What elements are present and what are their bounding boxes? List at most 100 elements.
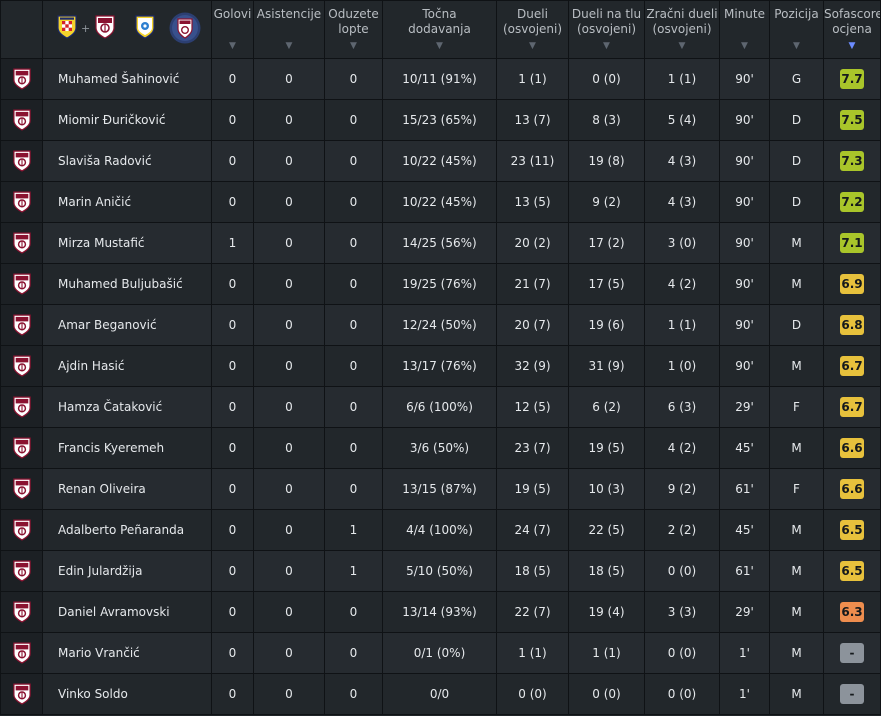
header-tackles[interactable]: Oduzete lopte ▼ — [324, 0, 383, 59]
table-row[interactable]: Renan Oliveira 0 0 0 13/15 (87%) 19 (5) 10 (3)… — [0, 468, 881, 510]
stat-aerial: 2 (2) — [644, 509, 720, 551]
stat-assists: 0 — [253, 591, 325, 633]
table-row[interactable]: Hamza Čataković 0 0 0 6/6 (100%) 12 (5) 6 (2) 6… — [0, 386, 881, 428]
table-row[interactable]: Mario Vrančić 0 0 0 0/1 (0%) 1 (1) 1 (1) 0 (0) 1… — [0, 632, 881, 674]
player-name[interactable]: Miomir Đuričković — [42, 99, 212, 141]
fk-sarajevo-crest-icon — [12, 601, 31, 623]
fk-sarajevo-crest-icon[interactable] — [95, 15, 115, 39]
player-name[interactable]: Daniel Avramovski — [42, 591, 212, 633]
sort-arrow-active-icon[interactable]: ▼ — [848, 41, 856, 51]
rating-cell: 7.1 — [823, 222, 881, 264]
stat-duels: 32 (9) — [496, 345, 569, 387]
stat-assists: 0 — [253, 386, 325, 428]
player-name[interactable]: Ajdin Hasić — [42, 345, 212, 387]
table-row[interactable]: Amar Beganović 0 0 0 12/24 (50%) 20 (7) 19 (6)… — [0, 304, 881, 346]
player-name[interactable]: Marin Aničić — [42, 181, 212, 223]
table-row[interactable]: Marin Aničić 0 0 0 10/22 (45%) 13 (5) 9 (2) 4 (… — [0, 181, 881, 223]
header-aerial-duels[interactable]: Zračni dueli (osvojeni) ▼ — [644, 0, 720, 59]
team-crest-cell — [0, 632, 43, 674]
stat-ground: 31 (9) — [568, 345, 645, 387]
header-icon-cell — [0, 0, 43, 59]
stat-tackles: 0 — [324, 181, 383, 223]
header-position[interactable]: Pozicija ▼ — [769, 0, 824, 59]
stat-assists: 0 — [253, 140, 325, 182]
table-row[interactable]: Mirza Mustafić 1 0 0 14/25 (56%) 20 (2) 17 (2)… — [0, 222, 881, 264]
stat-aerial: 4 (3) — [644, 140, 720, 182]
table-row[interactable]: Slaviša Radović 0 0 0 10/22 (45%) 23 (11) 19 (… — [0, 140, 881, 182]
table-row[interactable]: Ajdin Hasić 0 0 0 13/17 (76%) 32 (9) 31 (9) 1 (… — [0, 345, 881, 387]
stat-goals: 0 — [211, 632, 254, 674]
sort-arrow-icon[interactable]: ▼ — [436, 41, 443, 51]
player-name[interactable]: Slaviša Radović — [42, 140, 212, 182]
stat-duels: 20 (7) — [496, 304, 569, 346]
stat-position: F — [769, 468, 824, 510]
header-passes[interactable]: Točna dodavanja ▼ — [382, 0, 497, 59]
table-row[interactable]: Daniel Avramovski 0 0 0 13/14 (93%) 22 (7) 19 … — [0, 591, 881, 633]
player-name[interactable]: Vinko Soldo — [42, 673, 212, 715]
plus-sign: + — [81, 22, 91, 35]
stat-minutes: 29' — [719, 386, 770, 428]
stat-aerial: 1 (1) — [644, 58, 720, 100]
sort-arrow-icon[interactable]: ▼ — [603, 41, 610, 51]
table-row[interactable]: Edin Julardžija 0 0 1 5/10 (50%) 18 (5) 18 (5)… — [0, 550, 881, 592]
rating-badge: 6.8 — [840, 315, 864, 335]
header-duels[interactable]: Dueli (osvojeni) ▼ — [496, 0, 569, 59]
table-row[interactable]: Adalberto Peñaranda 0 0 1 4/4 (100%) 24 (7) 22… — [0, 509, 881, 551]
stat-goals: 0 — [211, 99, 254, 141]
hnk-shield-icon[interactable] — [57, 15, 77, 39]
header-minutes[interactable]: Minute ▼ — [719, 0, 770, 59]
header-rating-label: Sofascore ocjena — [824, 7, 881, 36]
header-duels-label: Dueli (osvojeni) — [502, 7, 563, 36]
table-row[interactable]: Muhamed Buljubašić 0 0 0 19/25 (76%) 21 (7) 17… — [0, 263, 881, 305]
player-name[interactable]: Francis Kyeremeh — [42, 427, 212, 469]
sort-arrow-icon[interactable]: ▼ — [229, 41, 236, 51]
player-name[interactable]: Mario Vrančić — [42, 632, 212, 674]
sort-arrow-icon[interactable]: ▼ — [350, 41, 357, 51]
sort-arrow-icon[interactable]: ▼ — [793, 41, 800, 51]
stat-assists: 0 — [253, 58, 325, 100]
stat-duels: 20 (2) — [496, 222, 569, 264]
team-selector[interactable]: + — [42, 0, 212, 59]
player-name[interactable]: Muhamed Šahinović — [42, 58, 212, 100]
rating-badge: 7.1 — [840, 233, 864, 253]
header-ground-duels[interactable]: Dueli na tlu (osvojeni) ▼ — [568, 0, 645, 59]
team-crest-cell — [0, 427, 43, 469]
header-assists-label: Asistencije — [256, 7, 322, 21]
header-assists[interactable]: Asistencije ▼ — [253, 0, 325, 59]
fk-sarajevo-crest-icon — [12, 314, 31, 336]
stat-passes: 19/25 (76%) — [382, 263, 497, 305]
sort-arrow-icon[interactable]: ▼ — [529, 41, 536, 51]
player-name[interactable]: Muhamed Buljubašić — [42, 263, 212, 305]
rating-cell: 6.3 — [823, 591, 881, 633]
stat-tackles: 0 — [324, 99, 383, 141]
player-name[interactable]: Mirza Mustafić — [42, 222, 212, 264]
header-rating[interactable]: Sofascore ocjena ▼ — [823, 0, 881, 59]
stat-tackles: 0 — [324, 427, 383, 469]
header-aerial-duels-label: Zračni dueli (osvojeni) — [646, 7, 718, 36]
sort-arrow-icon[interactable]: ▼ — [678, 41, 686, 51]
stat-passes: 12/24 (50%) — [382, 304, 497, 346]
table-row[interactable]: Miomir Đuričković 0 0 0 15/23 (65%) 13 (7) 8 (… — [0, 99, 881, 141]
stat-goals: 0 — [211, 345, 254, 387]
player-name[interactable]: Edin Julardžija — [42, 550, 212, 592]
sort-arrow-icon[interactable]: ▼ — [285, 41, 293, 51]
table-row[interactable]: Muhamed Šahinović 0 0 0 10/11 (91%) 1 (1) 0 (0… — [0, 58, 881, 100]
stat-minutes: 90' — [719, 263, 770, 305]
rating-cell: - — [823, 673, 881, 715]
table-row[interactable]: Francis Kyeremeh 0 0 0 3/6 (50%) 23 (7) 19 (5)… — [0, 427, 881, 469]
stat-assists: 0 — [253, 509, 325, 551]
stat-minutes: 90' — [719, 181, 770, 223]
player-name[interactable]: Amar Beganović — [42, 304, 212, 346]
fk-sarajevo-crest-icon[interactable] — [169, 12, 201, 44]
stat-position: G — [769, 58, 824, 100]
player-name[interactable]: Hamza Čataković — [42, 386, 212, 428]
stat-tackles: 0 — [324, 632, 383, 674]
header-goals[interactable]: Golovi ▼ — [211, 0, 254, 59]
sort-arrow-icon[interactable]: ▼ — [741, 41, 748, 51]
table-row[interactable]: Vinko Soldo 0 0 0 0/0 0 (0) 0 (0) 0 (0) 1' M - — [0, 673, 881, 715]
bosnia-shield-icon[interactable] — [135, 15, 155, 39]
player-name[interactable]: Renan Oliveira — [42, 468, 212, 510]
stat-aerial: 1 (0) — [644, 345, 720, 387]
player-name[interactable]: Adalberto Peñaranda — [42, 509, 212, 551]
rating-badge: 6.6 — [840, 438, 864, 458]
